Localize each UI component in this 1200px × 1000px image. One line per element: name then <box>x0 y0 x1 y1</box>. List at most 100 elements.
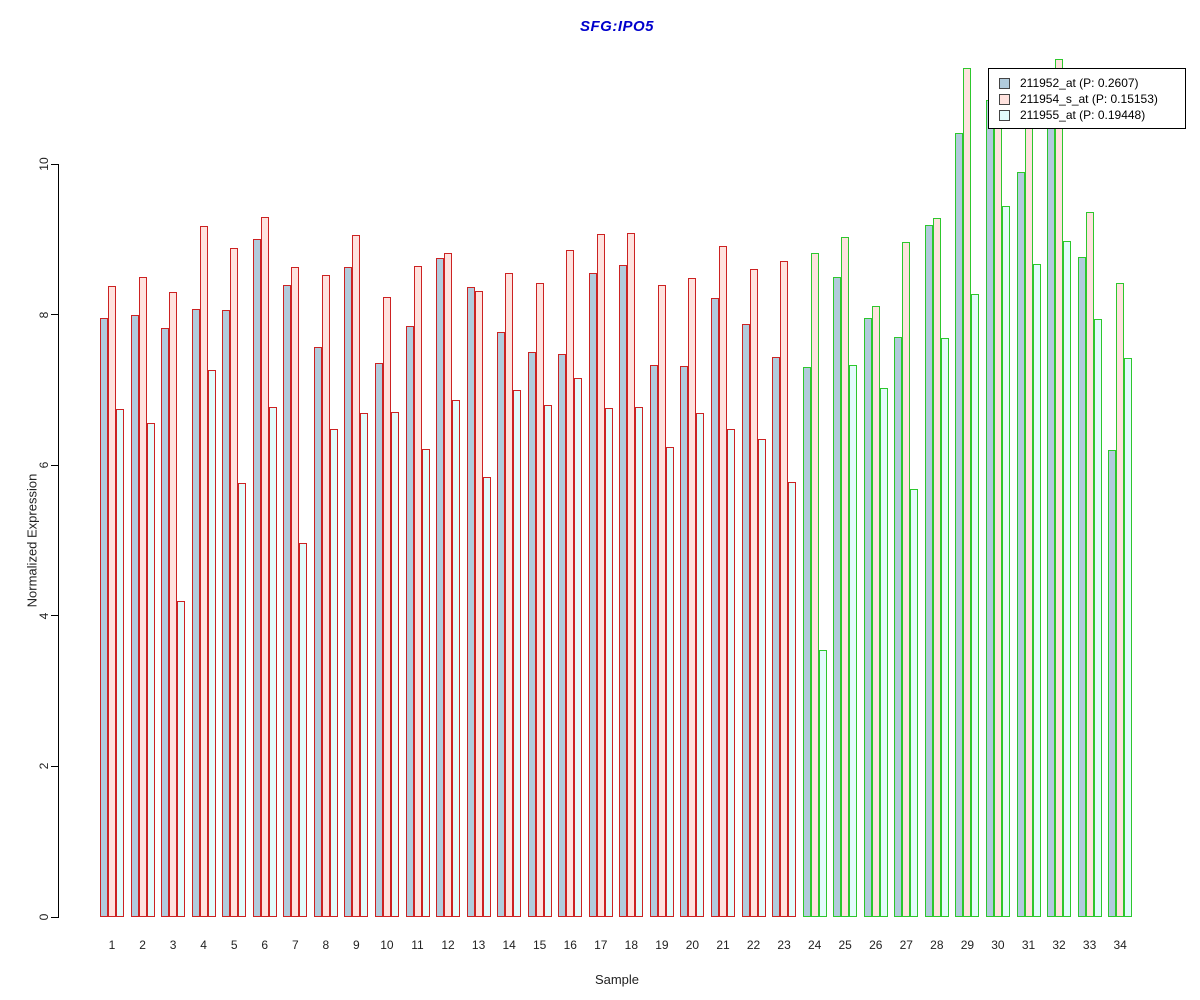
x-tick-label-16: 16 <box>563 938 577 952</box>
x-tick-label-12: 12 <box>441 938 455 952</box>
bar-sample23-211954_s_at <box>780 261 789 917</box>
bar-sample26-211952_at <box>863 318 872 917</box>
bar-sample1-211954_s_at <box>108 286 116 917</box>
x-tick-label-20: 20 <box>685 938 700 952</box>
x-tick-label-4: 4 <box>200 938 207 952</box>
bar-sample7-211955_at <box>299 543 308 917</box>
bar-sample9-211952_at <box>344 267 353 917</box>
bar-sample32-211955_at <box>1063 241 1072 917</box>
bar-sample19-211955_at <box>665 447 674 917</box>
legend-row: 211955_at (P: 0.19448) <box>999 107 1177 123</box>
x-tick-label-10: 10 <box>380 938 394 952</box>
x-tick-label-1: 1 <box>108 938 116 952</box>
x-tick-label-14: 14 <box>502 938 516 952</box>
bar-sample12-211955_at <box>452 400 461 917</box>
bar-sample5-211955_at <box>238 483 247 917</box>
bar-sample27-211952_at <box>894 337 903 917</box>
y-tick-mark <box>51 615 58 617</box>
bar-sample17-211954_s_at <box>596 234 605 917</box>
bar-sample25-211952_at <box>833 277 842 917</box>
x-tick-label-6: 6 <box>261 938 269 952</box>
bar-sample33-211952_at <box>1077 257 1086 917</box>
bar-sample30-211954_s_at <box>993 96 1002 917</box>
legend-swatch-211954_s_at <box>999 93 1010 105</box>
bar-sample31-211954_s_at <box>1024 100 1033 917</box>
bar-sample16-211954_s_at <box>566 250 575 917</box>
x-tick-label-32: 32 <box>1052 938 1066 952</box>
bar-sample28-211952_at <box>924 225 933 917</box>
bar-sample4-211952_at <box>191 309 200 917</box>
legend-swatch-211952_at <box>999 77 1010 89</box>
x-tick-label-19: 19 <box>655 938 669 952</box>
x-tick-label-28: 28 <box>930 938 944 952</box>
bar-sample5-211954_s_at <box>230 248 239 917</box>
x-tick-label-11: 11 <box>411 938 424 952</box>
y-tick-label: 2 <box>37 763 51 770</box>
bar-sample18-211954_s_at <box>627 233 636 917</box>
bar-sample11-211954_s_at <box>413 266 422 917</box>
legend: 211952_at (P: 0.2607) 211954_s_at (P: 0.… <box>988 68 1186 129</box>
bar-sample5-211952_at <box>222 310 231 917</box>
legend-row: 211952_at (P: 0.2607) <box>999 75 1177 91</box>
bar-sample25-211955_at <box>849 365 858 917</box>
legend-label: 211952_at (P: 0.2607) <box>1020 76 1139 90</box>
bar-sample26-211955_at <box>879 388 888 917</box>
bar-sample17-211952_at <box>588 273 597 917</box>
y-tick-mark <box>51 916 58 918</box>
bar-sample9-211954_s_at <box>352 235 361 917</box>
x-tick-label-2: 2 <box>139 938 146 952</box>
bar-sample10-211955_at <box>390 412 399 917</box>
bar-sample22-211955_at <box>757 439 766 917</box>
x-tick-label-24: 24 <box>807 938 822 952</box>
bar-sample25-211954_s_at <box>841 237 850 917</box>
bar-sample1-211955_at <box>116 409 124 917</box>
bar-sample17-211955_at <box>604 408 613 917</box>
y-tick-label: 8 <box>37 311 51 318</box>
bar-sample24-211952_at <box>802 367 811 917</box>
bar-sample23-211955_at <box>788 482 797 917</box>
bar-sample31-211952_at <box>1016 172 1025 917</box>
bar-sample4-211954_s_at <box>199 226 208 917</box>
bar-sample32-211954_s_at <box>1055 59 1064 917</box>
x-tick-label-8: 8 <box>322 938 330 952</box>
bar-sample18-211955_at <box>635 407 644 917</box>
bar-sample19-211952_at <box>649 365 658 917</box>
bar-sample34-211954_s_at <box>1116 283 1125 917</box>
x-tick-label-30: 30 <box>991 938 1005 952</box>
x-tick-label-25: 25 <box>838 938 852 952</box>
bar-sample21-211954_s_at <box>719 246 727 917</box>
bar-sample21-211955_at <box>727 429 735 917</box>
y-tick-mark <box>51 163 58 165</box>
bar-sample23-211952_at <box>772 357 781 917</box>
bar-sample2-211954_s_at <box>138 277 147 917</box>
bar-sample19-211954_s_at <box>657 285 666 917</box>
y-tick-mark <box>51 314 58 316</box>
bar-sample22-211954_s_at <box>749 269 758 917</box>
bar-sample11-211952_at <box>405 326 414 917</box>
bar-sample32-211952_at <box>1047 96 1056 917</box>
x-tick-label-22: 22 <box>746 938 761 952</box>
x-tick-label-33: 33 <box>1082 938 1097 952</box>
bar-sample27-211955_at <box>910 489 919 917</box>
bar-sample30-211955_at <box>1001 206 1010 917</box>
x-tick-label-17: 17 <box>594 938 608 952</box>
bar-sample29-211954_s_at <box>963 68 972 917</box>
x-tick-label-29: 29 <box>960 938 975 952</box>
bar-sample28-211955_at <box>940 338 949 917</box>
bar-sample29-211955_at <box>971 294 980 917</box>
x-tick-label-9: 9 <box>353 938 360 952</box>
bar-sample24-211954_s_at <box>810 253 819 917</box>
bar-sample8-211955_at <box>329 429 338 917</box>
bar-sample31-211955_at <box>1032 264 1041 917</box>
bar-sample24-211955_at <box>818 650 827 917</box>
bar-sample20-211952_at <box>680 366 689 917</box>
bar-sample14-211955_at <box>513 390 522 917</box>
bar-sample14-211952_at <box>497 332 506 917</box>
y-tick-mark <box>51 765 58 767</box>
legend-label: 211954_s_at (P: 0.15153) <box>1020 92 1158 106</box>
chart-title: SFG:IPO5 <box>579 18 654 35</box>
bar-sample28-211954_s_at <box>932 218 941 917</box>
y-tick-label: 4 <box>37 612 51 620</box>
bar-sample8-211954_s_at <box>321 275 330 917</box>
